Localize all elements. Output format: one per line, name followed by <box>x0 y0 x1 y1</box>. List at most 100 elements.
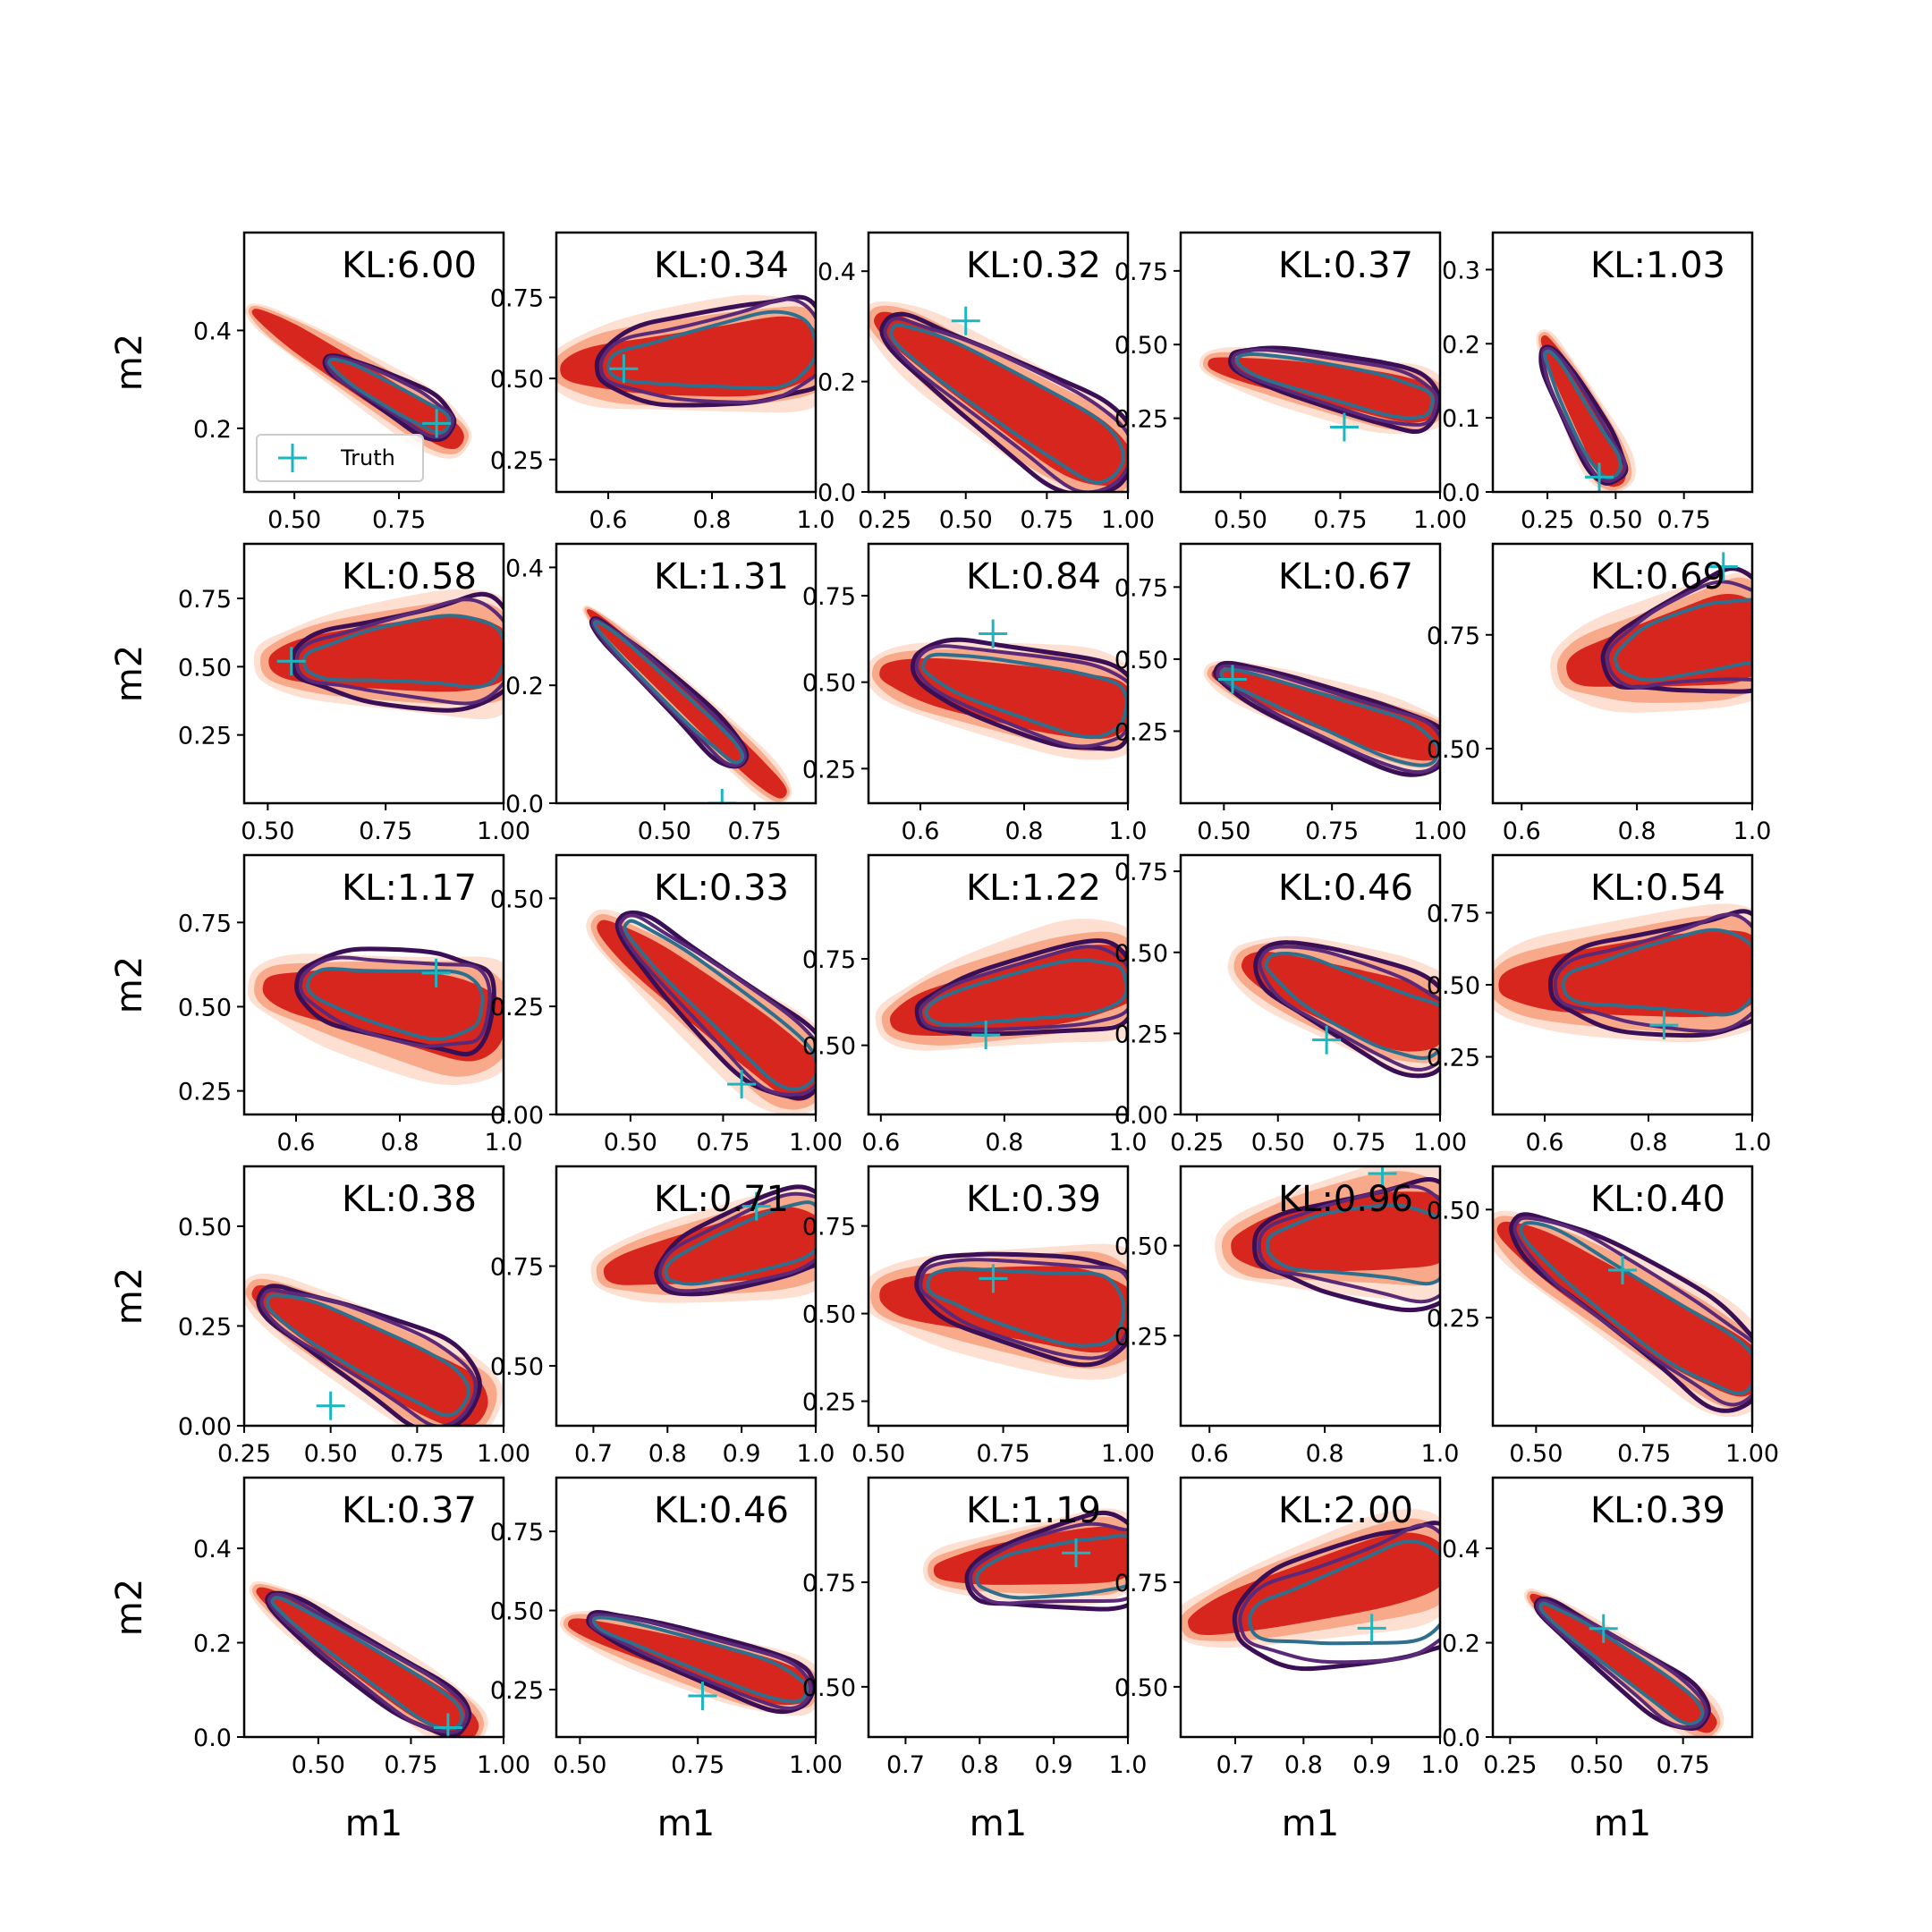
x-tick-label: 1.00 <box>1101 1440 1155 1468</box>
y-axis-label: m2 <box>109 956 150 1013</box>
contour-outer <box>1228 345 1440 435</box>
contour-inner <box>1542 349 1623 480</box>
kl-divergence-label: KL:1.22 <box>966 868 1101 909</box>
truth-marker <box>422 409 452 438</box>
y-tick-label: 0.1 <box>1442 405 1480 433</box>
subplot-2-2: 0.50 0.75 0.0 0.2 0.4 KL:1.31 <box>505 542 818 845</box>
x-tick-label: 0.75 <box>1617 1440 1671 1468</box>
plot-area <box>1181 1509 1440 1672</box>
truth-marker <box>979 1264 1008 1293</box>
axes-frame <box>1179 1165 1442 1428</box>
plot-area <box>1493 1210 1752 1418</box>
y-tick-label: 0.00 <box>490 1102 544 1130</box>
y-tick-label: 0.4 <box>193 1536 232 1563</box>
x-tick-label: 0.25 <box>1170 1129 1224 1157</box>
x-tick-label: 0.75 <box>1020 506 1073 534</box>
plot-area <box>869 1243 1128 1380</box>
plot-area <box>1203 660 1440 777</box>
x-tick-label: 0.75 <box>1657 506 1711 534</box>
x-tick-label: 1.0 <box>797 506 835 534</box>
subplot-3-2: 0.50 0.75 1.00 0.00 0.25 0.50 KL:0.33 <box>490 853 843 1157</box>
y-axis-label: m2 <box>109 1579 150 1636</box>
density-fill-core <box>1530 1593 1717 1733</box>
x-tick-label: 0.75 <box>1332 1129 1385 1157</box>
y-tick-label: 0.75 <box>802 946 856 974</box>
x-tick-label: 0.25 <box>1483 1751 1537 1779</box>
density-fill-core <box>889 945 1128 1036</box>
contour-mid <box>299 955 492 1048</box>
x-axis-label: m1 <box>657 1803 715 1844</box>
contour-inner <box>265 1293 470 1418</box>
y-tick-label: 0.4 <box>193 318 232 345</box>
x-tick-label: 0.50 <box>939 506 993 534</box>
axes-frame <box>867 853 1130 1116</box>
axes-frame <box>555 1476 818 1739</box>
kl-divergence-label: KL:0.33 <box>654 868 789 909</box>
truth-marker <box>971 1021 1001 1050</box>
density-fill-core <box>268 615 504 692</box>
y-tick-label: 0.75 <box>1114 1570 1168 1597</box>
y-tick-label: 0.50 <box>1427 1197 1480 1224</box>
x-tick-label: 0.8 <box>1630 1129 1668 1157</box>
kl-divergence-label: KL:0.67 <box>1278 556 1413 597</box>
contour-mid <box>1231 348 1439 427</box>
subplot-3-5: 0.6 0.8 1.0 0.25 0.50 0.75 KL:0.54 <box>1427 853 1771 1157</box>
contour-inner <box>975 1533 1128 1600</box>
contour-inner <box>302 614 504 690</box>
y-tick-label: 0.25 <box>1427 1045 1480 1072</box>
x-tick-label: 0.75 <box>1313 506 1367 534</box>
x-tick-label: 1.00 <box>1413 1129 1467 1157</box>
y-tick-label: 0.4 <box>818 258 856 286</box>
y-tick-label: 0.75 <box>802 1570 856 1597</box>
subplot-2-5: 0.6 0.8 1.0 0.50 0.75 KL:0.69 <box>1427 542 1771 845</box>
kl-divergence-label: KL:1.17 <box>342 868 477 909</box>
contour-outer <box>290 591 504 713</box>
y-tick-label: 0.75 <box>802 1214 856 1241</box>
truth-marker <box>421 958 451 987</box>
x-tick-label: 0.6 <box>861 1129 900 1157</box>
subplot-4-3: 0.50 0.75 1.00 0.25 0.50 0.75 KL:0.39 <box>802 1165 1155 1468</box>
subplot-5-2: 0.50 0.75 1.00 0.25 0.50 0.75 KL:0.46 m1 <box>490 1476 843 1844</box>
y-tick-label: 0.25 <box>1114 1021 1168 1048</box>
density-fill-core <box>567 1618 815 1706</box>
y-tick-label: 0.2 <box>505 673 544 700</box>
legend-label: Truth <box>340 445 395 470</box>
x-tick-label: 0.75 <box>727 818 781 845</box>
kl-divergence-label: KL:0.34 <box>654 245 789 286</box>
y-tick-label: 0.75 <box>490 1519 544 1546</box>
kl-divergence-label: KL:0.84 <box>966 556 1101 597</box>
truth-marker <box>433 1713 462 1737</box>
contour-mid <box>590 617 748 767</box>
truth-marker <box>708 789 737 803</box>
x-tick-label: 0.8 <box>1306 1440 1344 1468</box>
x-tick-label: 0.50 <box>1197 818 1250 845</box>
contour-mid <box>294 597 504 706</box>
plot-area <box>244 1273 504 1426</box>
y-tick-label: 0.25 <box>1114 718 1168 746</box>
contour-mid <box>1553 912 1752 1034</box>
contour-inner <box>1561 928 1752 1017</box>
subplot-3-3: 0.6 0.8 1.0 0.50 0.75 KL:1.22 <box>802 853 1147 1157</box>
x-tick-label: 0.9 <box>1035 1751 1073 1779</box>
x-tick-label: 1.00 <box>1101 506 1155 534</box>
y-tick-label: 0.25 <box>178 1313 232 1341</box>
subplot-2-4: 0.50 0.75 1.00 0.25 0.50 0.75 KL:0.67 <box>1114 542 1467 845</box>
x-tick-label: 0.6 <box>902 818 940 845</box>
kl-divergence-label: KL:0.32 <box>966 245 1101 286</box>
plot-area <box>556 294 816 413</box>
plot-area <box>875 919 1128 1051</box>
axes-frame <box>867 231 1130 494</box>
y-tick-label: 0.50 <box>490 1598 544 1626</box>
plot-area <box>1227 936 1440 1079</box>
contour-mid <box>618 913 816 1097</box>
x-tick-label: 0.75 <box>977 1440 1030 1468</box>
x-tick-label: 0.7 <box>574 1440 613 1468</box>
x-tick-label: 1.00 <box>477 1751 530 1779</box>
x-tick-label: 0.9 <box>723 1440 761 1468</box>
truth-marker <box>1312 1025 1342 1055</box>
subplot-4-2: 0.7 0.8 0.9 1.0 0.50 0.75 KL:0.71 <box>490 1165 835 1468</box>
x-tick-label: 0.6 <box>1526 1129 1564 1157</box>
axes-frame <box>555 231 818 494</box>
x-axis-label: m1 <box>1282 1803 1339 1844</box>
contour-mid <box>657 1191 816 1293</box>
